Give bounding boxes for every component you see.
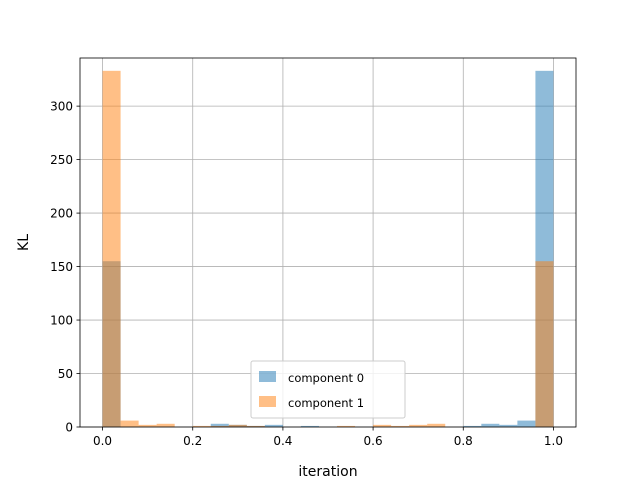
bar-component-1-bin-18 <box>427 423 446 427</box>
x-tick-label: 1.0 <box>544 434 563 448</box>
legend-box <box>250 360 406 419</box>
bar-component-0-bin-20 <box>463 425 482 427</box>
y-tick-label: 50 <box>58 367 73 381</box>
legend-swatch <box>259 396 276 407</box>
y-tick-label: 250 <box>50 153 73 167</box>
bar-component-1-bin-13 <box>337 425 356 427</box>
bar-component-1-bin-8 <box>246 425 265 427</box>
bar-component-1-bin-5 <box>192 425 211 427</box>
histogram-bars <box>102 70 554 428</box>
axis-ticks: 0.0 0.2 0.4 0.6 0.8 1.0 0 50 100 150 200 250 300 <box>50 100 563 448</box>
y-tick-label: 100 <box>50 314 73 328</box>
y-axis-title: KL <box>16 234 32 251</box>
bar-component-0-bin-21 <box>481 423 500 427</box>
y-tick-label: 0 <box>65 421 73 435</box>
bar-component-0-bin-11 <box>300 425 319 427</box>
bar-component-1-bin-17 <box>409 424 428 427</box>
legend-label: component 0 <box>288 371 364 385</box>
y-tick-label: 150 <box>50 260 73 274</box>
x-tick-label: 0.8 <box>454 434 473 448</box>
bar-component-1-bin-24 <box>535 261 554 427</box>
x-axis-title: iteration <box>298 464 357 480</box>
bar-component-1-bin-2 <box>138 424 157 427</box>
bar-component-0-bin-6 <box>210 423 229 427</box>
x-tick-label: 0.0 <box>93 434 112 448</box>
bar-component-1-bin-1 <box>120 420 139 427</box>
legend-label: component 1 <box>288 396 364 410</box>
x-tick-label: 0.2 <box>183 434 202 448</box>
x-tick-label: 0.6 <box>364 434 383 448</box>
bar-component-0-bin-22 <box>499 424 518 427</box>
bar-component-0-bin-9 <box>264 424 283 427</box>
bar-component-1-bin-3 <box>156 423 175 427</box>
bar-component-0-bin-23 <box>517 420 536 427</box>
bar-component-1-bin-7 <box>228 424 247 427</box>
legend: component 0 component 1 <box>250 360 406 419</box>
plot-area-frame <box>79 57 577 428</box>
legend-swatch <box>259 371 276 382</box>
x-tick-label: 0.4 <box>273 434 292 448</box>
bar-component-1-bin-6 <box>210 425 229 427</box>
y-tick-label: 200 <box>50 207 73 221</box>
y-tick-label: 300 <box>50 100 73 114</box>
bar-component-1-bin-15 <box>373 424 392 427</box>
bar-component-1-bin-16 <box>391 425 410 427</box>
bar-component-1-bin-0 <box>102 70 121 428</box>
